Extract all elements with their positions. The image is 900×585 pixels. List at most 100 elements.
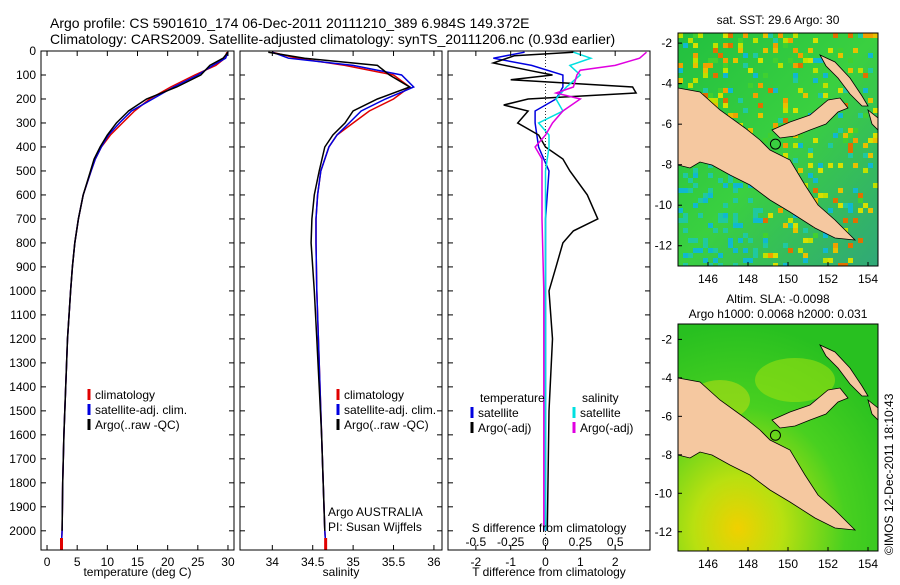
sst-pixel [853, 128, 858, 133]
sst-pixel [853, 188, 858, 193]
sst-pixel [858, 113, 863, 118]
sst-pixel [748, 198, 753, 203]
sst-pixel [833, 248, 838, 253]
x-tick-label: 20 [161, 555, 175, 569]
sst-pixel [708, 248, 713, 253]
map-y-tick-label: -6 [661, 117, 672, 131]
sst-pixel [773, 253, 778, 258]
sst-pixel [728, 178, 733, 183]
watermark: ©IMOS 12-Dec-2011 18:10:43 [882, 393, 896, 555]
sst-pixel [743, 63, 748, 68]
sst-pixel [873, 108, 878, 113]
map-x-tick-label: 154 [858, 557, 878, 571]
sst-pixel [718, 263, 723, 266]
sst-pixel [868, 33, 873, 38]
sst-pixel [683, 263, 688, 266]
sst-pixel [868, 53, 873, 58]
sst-pixel [793, 158, 798, 163]
sst-pixel [713, 43, 718, 48]
legend-label: satellite [580, 406, 621, 420]
sst-pixel [838, 48, 843, 53]
sst-pixel [728, 33, 733, 38]
s-axis-label: S difference from climatology [472, 521, 627, 535]
sst-pixel [708, 163, 713, 168]
sst-pixel [708, 58, 713, 63]
sst-pixel [858, 68, 863, 73]
sst-pixel [833, 33, 838, 38]
sst-pixel [708, 188, 713, 193]
sla-map-land-newireland [819, 344, 869, 397]
sst-pixel [873, 138, 878, 143]
sst-pixel [723, 98, 728, 103]
sst-pixel [753, 208, 758, 213]
sst-pixel [793, 223, 798, 228]
sst-pixel [693, 203, 698, 208]
sst-pixel [833, 198, 838, 203]
x-axis-label: temperature (deg C) [83, 565, 191, 579]
sst-pixel [798, 63, 803, 68]
map-x-tick-label: 150 [778, 557, 798, 571]
sst-pixel [763, 48, 768, 53]
sst-pixel [723, 73, 728, 78]
sst-map-argo-marker [769, 138, 781, 150]
sst-pixel [868, 98, 873, 103]
sst-pixel [763, 238, 768, 243]
sst-pixel [858, 238, 863, 243]
sst-pixel [748, 128, 753, 133]
sst-pixel [718, 213, 723, 218]
sst-pixel [873, 183, 878, 188]
sst-pixel [678, 218, 683, 223]
sst-pixel [693, 168, 698, 173]
sst-pixel [783, 103, 788, 108]
sst-pixel [778, 63, 783, 68]
sst-pixel [693, 63, 698, 68]
sst-pixel [833, 133, 838, 138]
s-tick-label: 0.25 [569, 535, 593, 549]
sst-pixel [818, 58, 823, 63]
sst-pixel [773, 58, 778, 63]
sst-pixel [698, 198, 703, 203]
legend-label: satellite [478, 406, 519, 420]
sst-pixel [713, 98, 718, 103]
map-x-tick-label: 154 [858, 272, 878, 286]
sst-pixel [773, 38, 778, 43]
x-tick-label: 34 [266, 555, 280, 569]
sst-pixel [843, 218, 848, 223]
map-x-tick-label: 148 [738, 557, 758, 571]
sst-pixel [758, 113, 763, 118]
sst-pixel [783, 243, 788, 248]
sst-pixel [818, 93, 823, 98]
sla-map-title: Altim. SLA: -0.0098 [726, 292, 830, 306]
sst-pixel [693, 183, 698, 188]
sst-pixel [763, 253, 768, 258]
sst-pixel [853, 163, 858, 168]
sst-pixel [708, 63, 713, 68]
sst-pixel [828, 208, 833, 213]
sst-pixel [798, 133, 803, 138]
sst-pixel [693, 58, 698, 63]
sst-pixel [718, 53, 723, 58]
sst-pixel [733, 263, 738, 266]
sst-pixel [743, 258, 748, 263]
map-y-tick-label: -4 [661, 371, 672, 385]
sst-pixel [728, 113, 733, 118]
x-tick-label: 0 [44, 555, 51, 569]
sla-map-blob [755, 358, 835, 402]
sst-map-land-newireland [819, 54, 869, 107]
sst-pixel [723, 218, 728, 223]
map-y-tick-label: -2 [661, 332, 672, 346]
sst-pixel [848, 128, 853, 133]
x-tick-label: 34.5 [301, 555, 325, 569]
sst-pixel [838, 128, 843, 133]
sst-pixel [678, 188, 683, 193]
sst-pixel [768, 253, 773, 258]
sst-pixel [808, 148, 813, 153]
sst-pixel [828, 163, 833, 168]
sst-pixel [783, 108, 788, 113]
sst-pixel [723, 68, 728, 73]
x-tick-label: 25 [191, 555, 205, 569]
sst-pixel [723, 228, 728, 233]
